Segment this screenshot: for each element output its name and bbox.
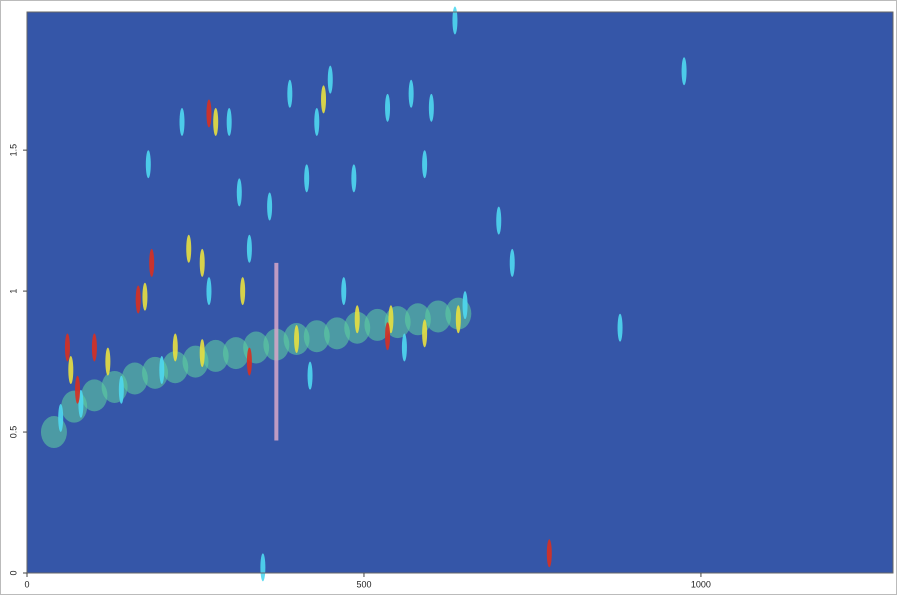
peak-streak <box>186 234 192 263</box>
x-tick-label: 1000 <box>691 579 711 589</box>
peak-streak <box>321 85 327 114</box>
peak-streak <box>206 99 212 128</box>
peak-streak <box>408 79 414 108</box>
peak-streak <box>91 333 97 362</box>
peak-streak <box>307 361 313 390</box>
peak-streak <box>327 65 333 94</box>
peak-streak <box>455 305 461 334</box>
density-blob <box>425 300 452 333</box>
peak-streak <box>213 107 219 136</box>
peak-streak <box>142 282 148 311</box>
density-blob <box>303 320 330 353</box>
peak-streak <box>681 57 687 86</box>
peak-streak <box>236 178 242 207</box>
peak-streak <box>304 164 310 193</box>
peak-streak <box>199 248 205 277</box>
density-blob <box>364 308 391 341</box>
peak-streak <box>287 79 293 108</box>
peak-streak <box>145 150 151 179</box>
peak-streak <box>68 356 74 385</box>
peak-streak <box>509 248 515 277</box>
peak-streak <box>617 313 623 342</box>
peak-streak <box>422 319 428 348</box>
peak-streak <box>75 375 81 404</box>
peak-streak <box>179 107 185 136</box>
peak-streak <box>64 333 70 362</box>
peak-streak <box>246 234 252 263</box>
peak-streak <box>240 277 246 306</box>
peak-streak <box>149 248 155 277</box>
density-blob <box>324 317 351 350</box>
y-tick-label: 0 <box>8 570 18 575</box>
peak-streak <box>294 325 300 354</box>
peak-streak <box>341 277 347 306</box>
peak-streak <box>135 285 141 314</box>
peak-streak <box>199 339 205 368</box>
peak-streak <box>385 322 391 351</box>
peak-streak <box>267 192 273 221</box>
density-blob <box>202 339 229 372</box>
x-tick-label: 0 <box>24 579 29 589</box>
peak-streak <box>354 305 360 334</box>
y-tick-label: 1.5 <box>8 144 18 157</box>
peak-streak <box>118 375 124 404</box>
peak-streak <box>496 206 502 235</box>
peak-streak <box>546 539 552 568</box>
peak-streak <box>58 403 64 432</box>
density-blob <box>81 379 108 412</box>
plot-area <box>27 12 893 573</box>
peak-streak <box>260 553 266 582</box>
peak-streak <box>462 291 468 320</box>
peak-streak <box>388 305 394 334</box>
plot-border <box>26 11 894 574</box>
peak-streak <box>226 107 232 136</box>
peak-streak <box>206 277 212 306</box>
peak-streak <box>351 164 357 193</box>
peak-streak <box>422 150 428 179</box>
peak-streak <box>452 6 458 35</box>
peak-streak <box>172 333 178 362</box>
x-tick-label: 500 <box>356 579 371 589</box>
y-tick-label: 1 <box>8 289 18 294</box>
y-tick-label: 0.5 <box>8 426 18 439</box>
peak-streak <box>105 347 111 376</box>
peak-streak <box>428 93 434 122</box>
density-blob <box>162 351 189 384</box>
density-blob <box>222 337 249 370</box>
peak-streak <box>159 356 165 385</box>
density-blob <box>121 362 148 395</box>
peak-streak <box>385 93 391 122</box>
peak-streak <box>314 107 320 136</box>
peak-streak <box>246 347 252 376</box>
peak-streak <box>401 333 407 362</box>
